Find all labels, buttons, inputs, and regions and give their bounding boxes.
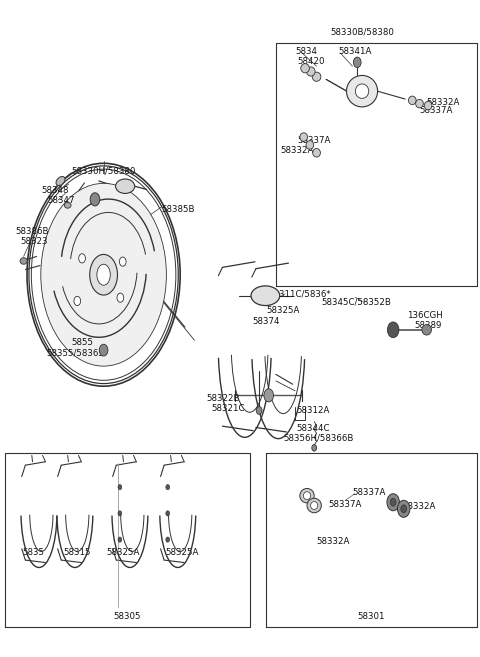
Text: 58386B: 58386B: [15, 227, 48, 236]
Circle shape: [74, 296, 81, 306]
Text: 58374: 58374: [252, 317, 279, 327]
Circle shape: [387, 493, 399, 510]
Text: 5834: 5834: [295, 47, 317, 57]
Circle shape: [390, 498, 396, 506]
Ellipse shape: [416, 99, 423, 108]
Text: 58337A: 58337A: [420, 106, 453, 116]
Text: 58332A: 58332A: [317, 537, 350, 546]
Text: 58301: 58301: [358, 612, 385, 622]
Ellipse shape: [312, 72, 321, 81]
Ellipse shape: [408, 96, 416, 104]
Text: 58330H/58380: 58330H/58380: [72, 167, 136, 175]
Ellipse shape: [313, 148, 321, 157]
Ellipse shape: [251, 286, 280, 306]
Ellipse shape: [300, 133, 308, 141]
Ellipse shape: [422, 325, 432, 335]
Text: 58356H/58366B: 58356H/58366B: [283, 434, 353, 442]
Text: 58332A: 58332A: [403, 503, 436, 511]
Text: 58385B: 58385B: [161, 205, 194, 214]
Ellipse shape: [311, 501, 318, 509]
Text: 58344C: 58344C: [297, 424, 330, 433]
Text: 58420: 58420: [298, 57, 325, 66]
Ellipse shape: [307, 498, 322, 512]
Text: 58337A: 58337A: [298, 137, 331, 145]
Text: 58311C/5836*: 58311C/5836*: [269, 289, 331, 298]
Ellipse shape: [347, 76, 378, 107]
Text: 58341A: 58341A: [338, 47, 372, 57]
Circle shape: [118, 537, 122, 542]
Circle shape: [166, 510, 169, 516]
Text: 58325A: 58325A: [166, 548, 199, 557]
Circle shape: [166, 484, 169, 489]
Circle shape: [117, 293, 124, 302]
Text: 58332A: 58332A: [281, 146, 314, 154]
Text: 58337A: 58337A: [328, 500, 362, 509]
Text: 58332A: 58332A: [427, 98, 460, 107]
Text: 58305: 58305: [114, 612, 141, 622]
Circle shape: [256, 407, 262, 415]
Ellipse shape: [424, 101, 432, 110]
Circle shape: [120, 257, 126, 266]
Text: 58322B: 58322B: [206, 394, 240, 403]
Ellipse shape: [20, 258, 27, 264]
Text: 136CGH: 136CGH: [408, 311, 443, 320]
Circle shape: [401, 505, 407, 512]
Circle shape: [118, 484, 122, 489]
Text: 58347: 58347: [48, 196, 75, 205]
Text: 58330B/58380: 58330B/58380: [330, 28, 394, 37]
Text: 58355/58365: 58355/58365: [46, 349, 104, 358]
Ellipse shape: [300, 488, 314, 503]
Ellipse shape: [41, 183, 167, 366]
Text: 5835: 5835: [22, 548, 44, 557]
Text: 58315: 58315: [63, 548, 90, 557]
Text: 58345C/58352B: 58345C/58352B: [322, 298, 391, 307]
Circle shape: [312, 445, 317, 451]
Text: 58323: 58323: [21, 237, 48, 246]
Circle shape: [79, 254, 85, 263]
Text: 5855: 5855: [71, 338, 93, 348]
Text: 58321C: 58321C: [211, 404, 245, 413]
Circle shape: [264, 389, 274, 402]
Text: 58337A: 58337A: [352, 488, 386, 497]
Ellipse shape: [355, 84, 369, 99]
Text: 58325A: 58325A: [106, 548, 139, 557]
Ellipse shape: [301, 64, 310, 73]
Ellipse shape: [90, 254, 118, 295]
Circle shape: [166, 537, 169, 542]
Ellipse shape: [303, 491, 311, 499]
Ellipse shape: [307, 67, 315, 76]
Text: 58348: 58348: [41, 187, 69, 195]
Circle shape: [99, 344, 108, 356]
Circle shape: [118, 510, 122, 516]
Ellipse shape: [306, 141, 314, 149]
Ellipse shape: [64, 202, 71, 208]
Circle shape: [387, 322, 399, 338]
Text: 58325A: 58325A: [266, 306, 300, 315]
Text: 58389: 58389: [415, 321, 442, 330]
Text: 58312A: 58312A: [297, 406, 330, 415]
Circle shape: [397, 500, 410, 517]
Ellipse shape: [56, 177, 65, 185]
Ellipse shape: [97, 264, 110, 285]
Circle shape: [90, 193, 100, 206]
Circle shape: [353, 57, 361, 68]
Ellipse shape: [116, 179, 135, 193]
